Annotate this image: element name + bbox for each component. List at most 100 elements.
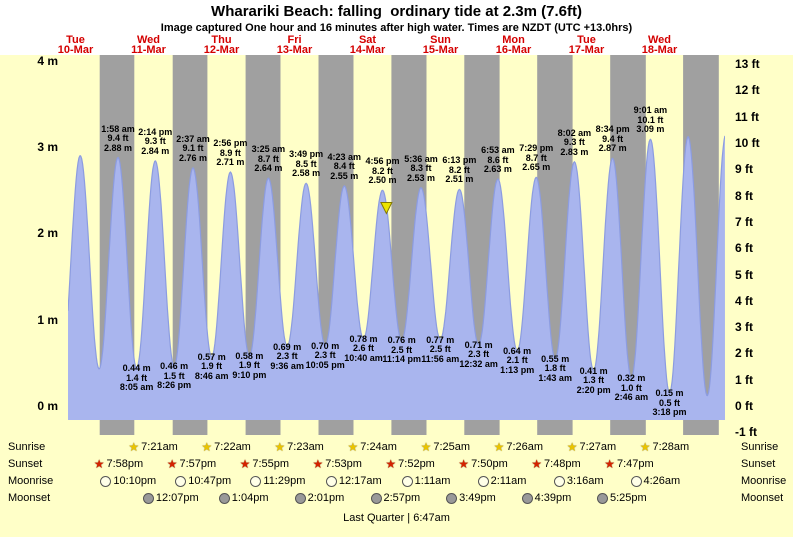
sunset-time: 7:55pm xyxy=(252,458,290,470)
moonset-icon xyxy=(370,492,382,504)
high-tide-label: 6:53 am 8.6 ft 2.63 m xyxy=(481,145,515,174)
sunset-entry: ★ 7:58pm xyxy=(94,457,143,471)
tide-plot xyxy=(68,55,725,435)
moonrise-icon xyxy=(553,475,565,487)
y-axis-label-ft: -1 ft xyxy=(735,425,757,440)
moonset-icon xyxy=(218,492,230,504)
y-axis-label-ft: 10 ft xyxy=(735,136,760,150)
sunrise-icon: ★ xyxy=(493,440,505,454)
day-label: Sun 15-Mar xyxy=(422,34,459,56)
moonset-entry: 1:04pm xyxy=(218,491,269,505)
sunset-icon: ★ xyxy=(166,457,178,471)
moonrise-time: 12:17am xyxy=(338,475,382,487)
moonset-time: 12:07pm xyxy=(155,492,199,504)
moonset-time: 1:04pm xyxy=(231,492,269,504)
low-tide-label: 0.55 m 1.8 ft 1:43 am xyxy=(538,353,572,383)
moonset-entry: 4:39pm xyxy=(521,491,572,505)
y-axis-label-ft: 5 ft xyxy=(735,267,753,282)
sunrise-entry: ★ 7:28am xyxy=(640,440,689,454)
moonset-row-label-left: Moonset xyxy=(8,492,51,504)
moonset-time: 4:39pm xyxy=(534,492,572,504)
sunset-icon: ★ xyxy=(312,457,324,471)
day-label: Thu 12-Mar xyxy=(203,34,240,56)
y-axis-label-ft: 2 ft xyxy=(735,346,753,361)
chart-subtitle: Image captured One hour and 16 minutes a… xyxy=(160,22,633,34)
sunset-icon: ★ xyxy=(531,457,542,471)
sunrise-time: 7:24am xyxy=(360,441,397,453)
moonrise-entry: 11:29pm xyxy=(250,474,305,488)
moonset-time: 2:01pm xyxy=(307,492,345,504)
y-axis-label-ft: 1 ft xyxy=(735,372,753,387)
low-tide-label: 0.15 m 0.5 ft 3:18 pm xyxy=(652,388,687,418)
sunset-entry: ★ 7:52pm xyxy=(385,457,434,471)
moonrise-entry: 3:16am xyxy=(553,474,604,488)
sunrise-time: 7:22am xyxy=(214,441,251,453)
sunrise-time: 7:26am xyxy=(506,441,544,453)
y-axis-label-m: 1 m xyxy=(37,312,58,327)
sunrise-time: 7:28am xyxy=(652,441,690,453)
moonrise-time: 2:11am xyxy=(490,475,527,487)
sunrise-entry: ★ 7:27am xyxy=(567,440,616,454)
sunrise-time: 7:25am xyxy=(433,441,471,453)
sunset-icon: ★ xyxy=(385,457,397,471)
sunset-icon: ★ xyxy=(93,457,105,471)
moonset-time: 5:25pm xyxy=(610,492,647,504)
moonset-row-label-right: Moonset xyxy=(741,492,784,504)
sunset-entry: ★ 7:55pm xyxy=(240,457,289,471)
moonrise-icon xyxy=(175,475,187,487)
moonrise-entry: 1:11am xyxy=(401,474,450,488)
moonset-entry: 5:25pm xyxy=(597,491,647,505)
sunrise-icon: ★ xyxy=(128,440,140,454)
tide-outline xyxy=(68,135,725,397)
y-axis-label-ft: 7 ft xyxy=(735,214,753,229)
y-axis-label-ft: 9 ft xyxy=(735,162,753,177)
sunrise-row-label-left: Sunrise xyxy=(8,441,46,453)
high-tide-label: 8:02 am 9.3 ft 2.83 m xyxy=(557,127,592,157)
sunrise-time: 7:23am xyxy=(287,441,324,453)
high-tide-label: 6:13 pm 8.2 ft 2.51 m xyxy=(442,155,477,185)
sunset-time: 7:47pm xyxy=(616,458,654,470)
sunrise-entry: ★ 7:25am xyxy=(421,440,470,454)
sunset-row-label-left: Sunset xyxy=(8,458,43,470)
sunrise-icon: ★ xyxy=(201,440,213,454)
chart-title: Wharariki Beach: falling ordinary tide a… xyxy=(211,3,582,20)
low-tide-label: 0.76 m 2.5 ft 11:14 pm xyxy=(382,335,421,365)
sunrise-time: 7:27am xyxy=(579,441,617,453)
sunset-time: 7:52pm xyxy=(398,458,435,470)
moonrise-entry: 10:10pm xyxy=(100,474,156,488)
y-axis-label-ft: 11 ft xyxy=(735,109,760,124)
high-tide-label: 9:01 am 10.1 ft 3.09 m xyxy=(633,105,668,135)
day-label: Fri 13-Mar xyxy=(276,34,313,56)
moonrise-entry: 10:47pm xyxy=(175,474,231,488)
moonset-icon xyxy=(597,492,608,504)
high-tide-label: 3:49 pm 8.5 ft 2.58 m xyxy=(289,149,324,179)
moonset-entry: 12:07pm xyxy=(142,491,199,505)
moonrise-entry: 4:26am xyxy=(630,474,680,488)
sunrise-icon: ★ xyxy=(639,440,651,454)
moonset-icon xyxy=(294,492,306,504)
sunrise-icon: ★ xyxy=(420,440,432,454)
sunset-entry: ★ 7:57pm xyxy=(167,457,216,471)
sunrise-icon: ★ xyxy=(347,440,359,454)
sunrise-entry: ★ 7:26am xyxy=(494,440,543,454)
sunset-time: 7:57pm xyxy=(179,458,217,470)
sunrise-entry: ★ 7:24am xyxy=(348,440,397,454)
moonset-entry: 3:49pm xyxy=(446,491,496,505)
y-axis-label-ft: 13 ft xyxy=(735,57,760,72)
high-tide-label: 2:56 pm 8.9 ft 2.71 m xyxy=(213,138,248,168)
y-axis-label-ft: 3 ft xyxy=(735,320,753,335)
low-tide-label: 0.69 m 2.3 ft 9:36 am xyxy=(270,341,304,371)
y-axis-label-m: 2 m xyxy=(37,226,58,241)
high-tide-label: 4:56 pm 8.2 ft 2.50 m xyxy=(365,156,400,186)
moonrise-icon xyxy=(477,475,489,487)
moonrise-time: 10:10pm xyxy=(113,475,157,487)
day-label: Wed 11-Mar xyxy=(131,34,166,56)
sunrise-icon: ★ xyxy=(566,440,578,454)
day-label: Sat 14-Mar xyxy=(349,34,386,56)
low-tide-label: 0.41 m 1.3 ft 2:20 pm xyxy=(576,365,611,395)
moonrise-icon xyxy=(100,475,112,487)
day-label: Wed 18-Mar xyxy=(641,34,678,56)
low-tide-label: 0.32 m 1.0 ft 2:46 am xyxy=(614,373,649,403)
low-tide-label: 0.64 m 2.1 ft 1:13 pm xyxy=(500,345,535,375)
